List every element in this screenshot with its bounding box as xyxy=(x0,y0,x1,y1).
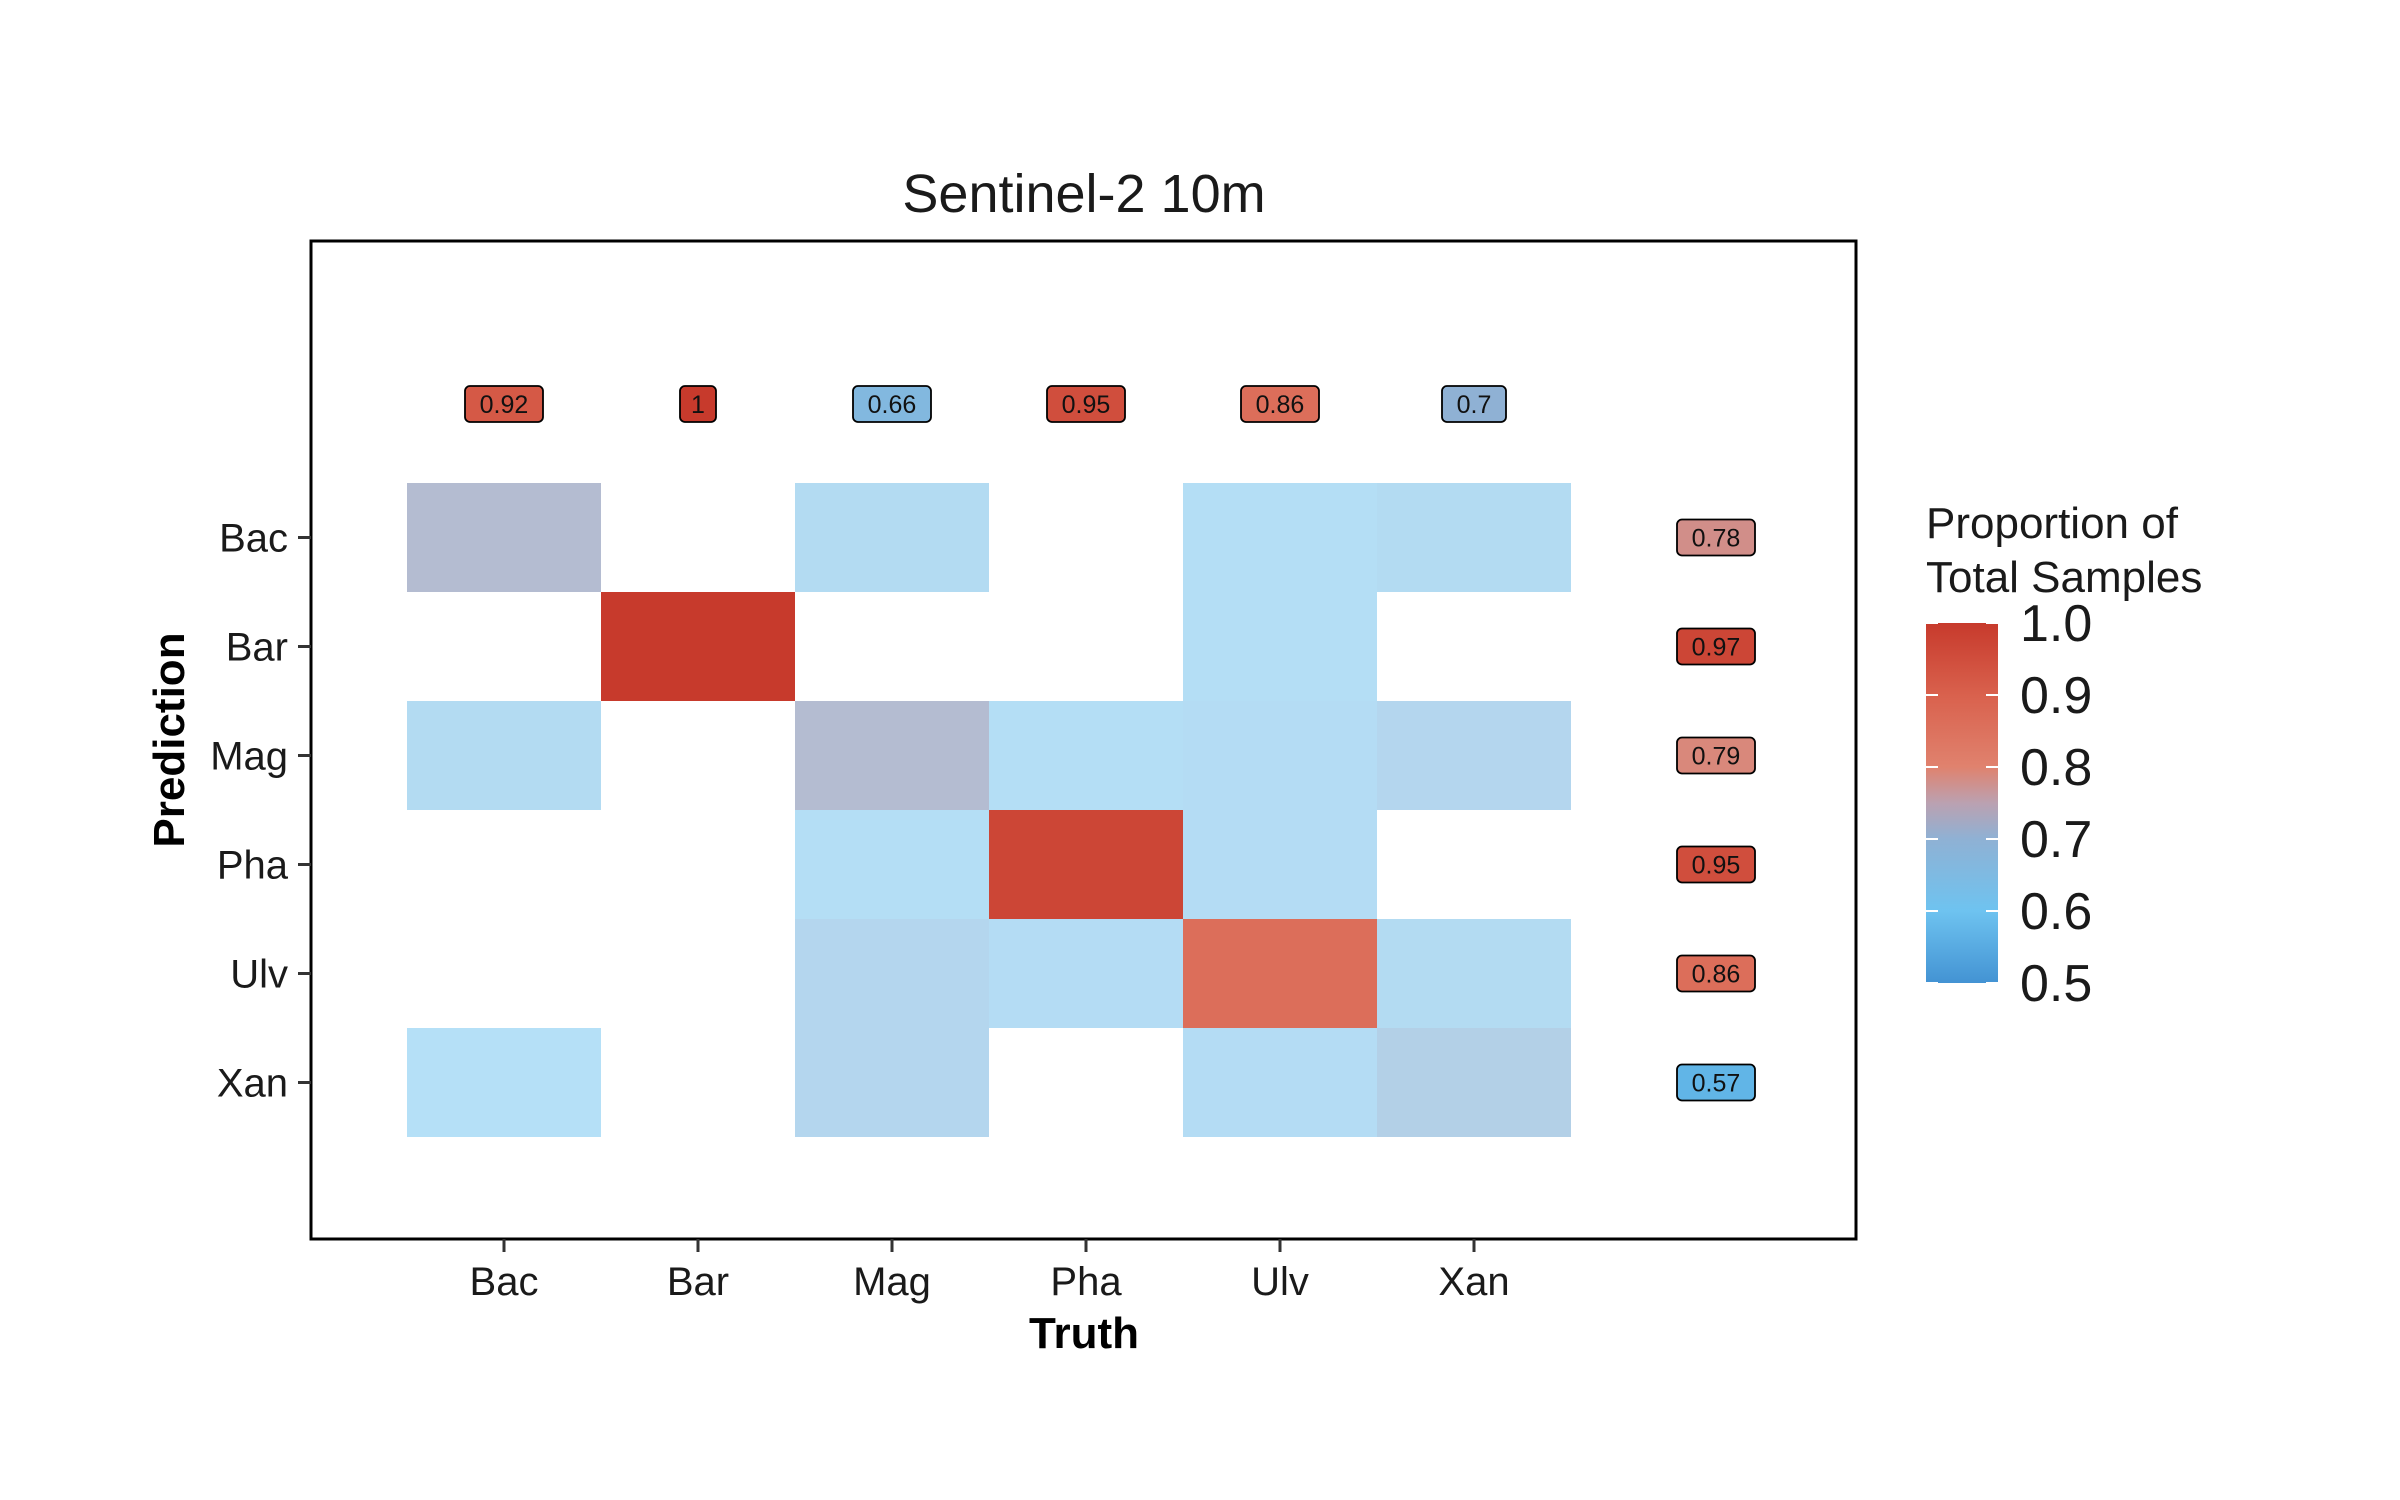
column-accuracy-label: 0.66 xyxy=(852,385,932,423)
column-accuracy-label-box xyxy=(464,385,544,423)
y-tick-label: Mag xyxy=(210,735,288,779)
legend-title-line-2: Total Samples xyxy=(1926,553,2202,602)
column-accuracy-label-box xyxy=(1240,385,1320,423)
heatmap-cell xyxy=(407,483,601,592)
plot-panel xyxy=(309,239,1858,1241)
row-accuracy-labels: 0.78 0.97 0.79 0.95 0.86 0.57 xyxy=(1676,518,1756,1102)
column-accuracy-label-box xyxy=(1441,385,1507,423)
row-accuracy-label-text: 0.78 xyxy=(1692,525,1741,553)
legend-colorbar xyxy=(1926,623,1998,983)
column-accuracy-label-box xyxy=(1046,385,1126,423)
x-tick-label: Ulv xyxy=(1251,1260,1309,1304)
heatmap-cell xyxy=(1183,592,1377,701)
heatmap-cell xyxy=(989,919,1183,1028)
heatmap-cell xyxy=(795,1028,989,1137)
legend-tick-label: 0.6 xyxy=(2020,883,2092,941)
legend-title-line-1: Proportion of xyxy=(1926,499,2179,548)
heatmap-cell xyxy=(601,592,795,701)
y-tick-label: Ulv xyxy=(230,953,288,997)
heatmap-cell xyxy=(989,810,1183,919)
column-accuracy-label: 0.95 xyxy=(1046,385,1126,423)
row-accuracy-label-text: 0.57 xyxy=(1692,1070,1741,1098)
heatmap-cell xyxy=(1377,919,1571,1028)
row-accuracy-label-text: 0.97 xyxy=(1692,634,1741,662)
row-accuracy-label-box xyxy=(1676,627,1756,666)
heatmap-cell xyxy=(795,701,989,810)
heatmap-cell xyxy=(1183,919,1377,1028)
row-accuracy-label-box xyxy=(1676,736,1756,775)
x-tick-label: Mag xyxy=(853,1260,931,1304)
legend: Proportion of Total Samples 0.5 0.6 0.7 0.8… xyxy=(1926,499,2202,1013)
column-accuracy-label-box xyxy=(852,385,932,423)
y-axis-ticks: Bac Bar Mag Pha Ulv Xan xyxy=(210,517,311,1106)
y-tick-label: Bac xyxy=(219,517,288,561)
column-accuracy-label-text: 1 xyxy=(691,391,705,419)
column-accuracy-label: 0.86 xyxy=(1240,385,1320,423)
heatmap-cell xyxy=(407,701,601,810)
heatmap-cell xyxy=(989,701,1183,810)
row-accuracy-label-box xyxy=(1676,518,1756,557)
column-accuracy-label-box xyxy=(679,385,717,423)
row-accuracy-label-text: 0.79 xyxy=(1692,743,1741,771)
y-tick-label: Xan xyxy=(217,1062,288,1106)
heatmap-cell xyxy=(1183,1028,1377,1137)
row-accuracy-label: 0.78 xyxy=(1676,518,1756,557)
row-accuracy-label: 0.86 xyxy=(1676,954,1756,993)
row-accuracy-label-text: 0.86 xyxy=(1692,961,1741,989)
column-accuracy-label-text: 0.86 xyxy=(1256,391,1305,419)
row-accuracy-label-box xyxy=(1676,845,1756,884)
column-accuracy-label-text: 0.92 xyxy=(480,391,529,419)
heatmap-cell xyxy=(1377,1028,1571,1137)
heatmap-cell xyxy=(1377,483,1571,592)
heatmap-cell xyxy=(795,483,989,592)
y-tick-label: Bar xyxy=(226,626,288,670)
x-axis-ticks: Bac Bar Mag Pha Ulv Xan xyxy=(470,1239,1510,1304)
legend-ticks: 0.5 0.6 0.7 0.8 0.9 1.0 xyxy=(1926,595,2092,1013)
heatmap-cell xyxy=(407,1028,601,1137)
column-accuracy-labels: 0.92 1 0.66 0.95 0.86 0.7 xyxy=(464,385,1507,423)
heatmap-cell xyxy=(1183,701,1377,810)
y-axis-title: Prediction xyxy=(145,632,194,847)
legend-tick-label: 0.5 xyxy=(2020,955,2092,1013)
column-accuracy-label-text: 0.95 xyxy=(1062,391,1111,419)
row-accuracy-label: 0.57 xyxy=(1676,1063,1756,1102)
legend-tick-label: 0.7 xyxy=(2020,811,2092,869)
heatmap-cell xyxy=(795,919,989,1028)
chart-title: Sentinel-2 10m xyxy=(902,164,1265,224)
x-tick-label: Pha xyxy=(1050,1260,1122,1304)
heatmap-cell xyxy=(1377,701,1571,810)
legend-tick-label: 1.0 xyxy=(2020,595,2092,653)
x-tick-label: Xan xyxy=(1438,1260,1509,1304)
x-tick-label: Bar xyxy=(667,1260,729,1304)
heatmap-cell xyxy=(1183,483,1377,592)
row-accuracy-label: 0.79 xyxy=(1676,736,1756,775)
heatmap-cell xyxy=(795,810,989,919)
row-accuracy-label: 0.97 xyxy=(1676,627,1756,666)
x-axis-title: Truth xyxy=(1029,1309,1139,1358)
column-accuracy-label-text: 0.66 xyxy=(868,391,917,419)
heatmap-cells xyxy=(407,483,1571,1137)
row-accuracy-label-box xyxy=(1676,1063,1756,1102)
row-accuracy-label: 0.95 xyxy=(1676,845,1756,884)
y-tick-label: Pha xyxy=(217,844,289,888)
row-accuracy-label-box xyxy=(1676,954,1756,993)
legend-tick-label: 0.9 xyxy=(2020,667,2092,725)
heatmap-cell xyxy=(1183,810,1377,919)
column-accuracy-label: 0.92 xyxy=(464,385,544,423)
x-tick-label: Bac xyxy=(470,1260,539,1304)
column-accuracy-label: 1 xyxy=(679,385,717,423)
legend-tick-label: 0.8 xyxy=(2020,739,2092,797)
column-accuracy-label-text: 0.7 xyxy=(1457,391,1492,419)
column-accuracy-label: 0.7 xyxy=(1441,385,1507,423)
row-accuracy-label-text: 0.95 xyxy=(1692,852,1741,880)
